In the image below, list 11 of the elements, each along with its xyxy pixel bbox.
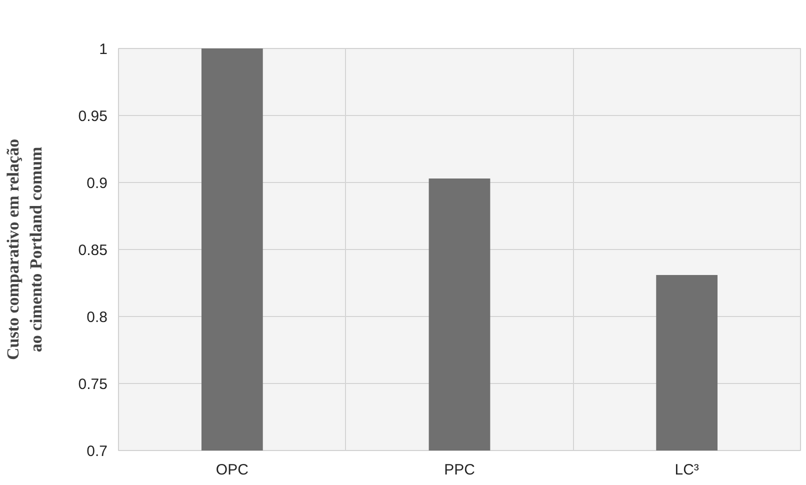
y-tick-label: 0.95 (78, 108, 108, 125)
x-tick-label: OPC (216, 462, 249, 478)
x-tick-label: PPC (444, 462, 476, 478)
y-tick-label: 0.85 (78, 242, 108, 259)
y-tick-label: 0.75 (78, 376, 108, 393)
y-tick-label: 0.7 (86, 443, 108, 460)
y-tick-label: 0.9 (86, 175, 108, 192)
y-tick-label: 0.8 (86, 309, 108, 326)
x-tick-label: LC³ (674, 462, 699, 478)
y-tick-label: 1 (99, 41, 108, 58)
y-axis-title: Custo comparativo em relação ao cimento Portland comum (4, 138, 46, 360)
